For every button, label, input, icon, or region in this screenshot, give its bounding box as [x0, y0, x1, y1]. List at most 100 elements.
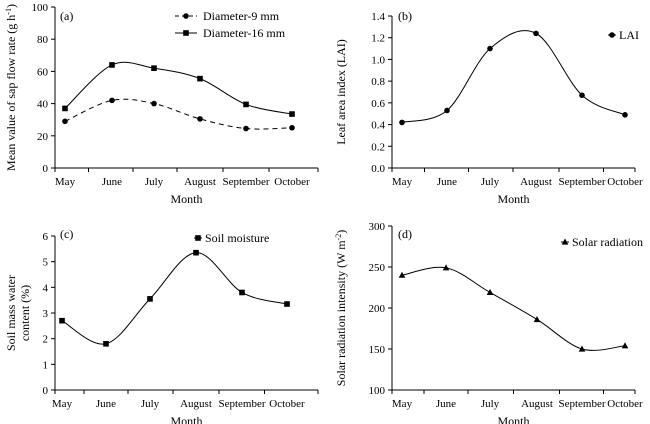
y-tick-label: 100 [369, 385, 386, 397]
x-tick-label: September [558, 398, 605, 410]
panel-label: (a) [60, 9, 73, 23]
y-tick-label: 4 [43, 282, 49, 294]
data-point [103, 341, 109, 347]
data-point [62, 105, 68, 112]
x-tick-label: June [437, 176, 457, 188]
x-tick-label: October [607, 398, 643, 410]
data-point [109, 62, 115, 68]
legend-label: Diameter-16 mm [203, 26, 286, 40]
y-axis-title-line2: content (%) [18, 285, 32, 341]
x-tick-label: July [481, 398, 500, 410]
data-point [147, 296, 153, 302]
data-point [621, 342, 629, 349]
series-line-1 [61, 252, 288, 345]
data-point [487, 45, 493, 52]
y-axis-title: Solar radiation intensity (W m-2) [334, 230, 349, 386]
legend-label: Diameter-9 mm [203, 9, 280, 23]
data-point [622, 112, 628, 118]
x-tick-label: May [55, 176, 76, 188]
y-tick-label: 60 [37, 66, 49, 78]
x-tick-label: June [96, 398, 116, 410]
data-point [197, 116, 203, 122]
series-line-1 [64, 98, 293, 130]
data-point [289, 111, 295, 117]
x-axis-title: Month [497, 414, 529, 424]
data-point [533, 30, 539, 37]
x-tick-label: May [392, 176, 413, 188]
y-tick-label: 300 [369, 221, 386, 233]
x-tick-label: September [222, 176, 269, 188]
data-point [486, 288, 494, 296]
y-tick-label: 80 [37, 34, 49, 46]
y-axis-title: Leaf area index (LAI) [334, 39, 348, 145]
chart-panel-1: 0 20 40 60 80 100 May June July August September Oc… [4, 2, 319, 206]
y-tick-label: 0.8 [371, 76, 385, 88]
panel-label: (d) [398, 227, 412, 241]
y-tick-label: 150 [369, 344, 386, 356]
y-tick-label: 200 [369, 303, 386, 315]
legend-entry-1: Soil moisture [194, 231, 269, 245]
panel-label: (c) [60, 227, 73, 241]
y-tick-label: 40 [37, 99, 49, 111]
legend-label: Soil moisture [205, 231, 269, 245]
y-tick-label: 6 [43, 231, 49, 243]
y-tick-label: 0 [43, 163, 49, 175]
x-tick-label: May [52, 398, 73, 410]
data-point [442, 264, 450, 271]
legend-entry-1: LAI [608, 28, 639, 42]
chart-panel-4: 100 150 200 250 300 May June July August Septembe… [334, 221, 644, 424]
x-tick-label: August [521, 398, 553, 410]
data-point [578, 345, 586, 352]
legend-marker [183, 30, 189, 36]
x-tick-label: October [269, 398, 305, 410]
panel-label: (b) [398, 9, 412, 23]
data-point [197, 75, 203, 82]
legend-label: LAI [619, 28, 639, 42]
x-tick-label: October [607, 176, 643, 188]
x-tick-label: September [218, 398, 265, 410]
y-tick-label: 1 [43, 359, 49, 371]
data-point [193, 249, 199, 256]
data-point [151, 65, 157, 71]
x-tick-label: August [520, 176, 552, 188]
data-point [109, 97, 115, 104]
y-tick-label: 0 [43, 385, 49, 397]
y-tick-label: 20 [37, 131, 49, 143]
series-line-2 [64, 61, 293, 115]
x-tick-label: July [481, 176, 500, 188]
data-point [399, 119, 405, 126]
x-axis-title: Month [170, 192, 202, 206]
legend-marker [609, 32, 615, 38]
data-point [289, 124, 295, 131]
y-tick-label: 0.0 [371, 163, 385, 175]
legend-entry-1: Solar radiation [561, 235, 643, 249]
legend-label: Solar radiation [572, 235, 643, 249]
y-tick-label: 5 [43, 257, 49, 269]
x-axis-title: Month [497, 192, 529, 206]
chart-panel-2: 0.0 0.2 0.4 0.6 0.8 1.0 1.2 1.4 May June July Augus… [334, 9, 643, 206]
legend-marker [195, 235, 201, 241]
y-axis-title: Soil mass water [4, 275, 18, 351]
x-tick-label: May [392, 398, 413, 410]
data-point [239, 289, 245, 296]
y-tick-label: 1.4 [371, 11, 385, 23]
data-point [533, 315, 541, 323]
y-tick-label: 100 [32, 2, 49, 14]
x-tick-label: July [141, 398, 160, 410]
data-point [243, 125, 249, 132]
data-point [151, 100, 157, 107]
x-tick-label: August [184, 176, 216, 188]
x-tick-label: June [436, 398, 456, 410]
data-point [579, 92, 585, 99]
data-point [62, 118, 68, 125]
y-axis-title: Mean value of sap flow rate (g h-1) [4, 4, 19, 171]
y-tick-label: 250 [369, 262, 386, 274]
data-point [444, 107, 450, 114]
x-tick-label: July [145, 176, 164, 188]
x-tick-label: September [558, 176, 605, 188]
y-tick-label: 1.2 [371, 33, 385, 45]
x-axis-title: Month [170, 414, 202, 424]
series-line-1 [401, 266, 626, 351]
data-point [284, 301, 290, 307]
